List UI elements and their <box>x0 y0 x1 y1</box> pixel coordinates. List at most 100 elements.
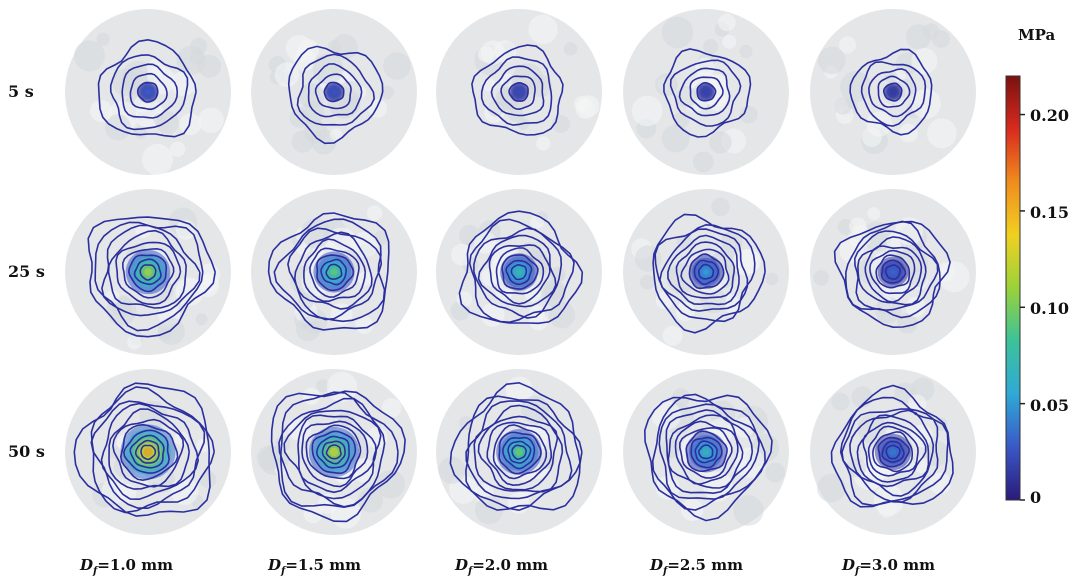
colorbar-ticks <box>1020 115 1025 500</box>
col-label-2: Df=1.5 mm <box>268 556 361 577</box>
contour-panel <box>623 9 789 175</box>
row-label-25s: 25 s <box>8 262 45 281</box>
contour-panel <box>810 369 976 535</box>
contour-panel <box>65 189 231 355</box>
disc-texture <box>190 38 207 55</box>
contour-panel <box>65 9 231 175</box>
disc-texture <box>655 73 678 96</box>
contour-panel <box>810 9 976 175</box>
disc-texture <box>703 39 718 54</box>
disc-texture <box>831 392 849 410</box>
disc-texture <box>97 33 110 46</box>
stress-hotspot <box>332 90 335 93</box>
disc-texture <box>817 474 846 503</box>
panel-grid <box>65 9 976 535</box>
disc-texture <box>536 136 550 150</box>
disc-texture <box>734 417 755 438</box>
disc-texture <box>718 14 735 31</box>
disc-texture <box>368 99 387 118</box>
contour-panel <box>251 369 417 535</box>
disc-texture <box>766 273 779 286</box>
colorbar-tick-005: 0.05 <box>1030 396 1069 415</box>
disc-texture <box>632 96 663 127</box>
disc-texture <box>927 118 957 148</box>
colorbar-tick-015: 0.15 <box>1030 203 1069 222</box>
disc-texture <box>578 95 600 117</box>
disc-texture <box>142 144 173 175</box>
disc-texture <box>662 125 690 153</box>
disc-texture <box>740 45 753 58</box>
disc-texture <box>906 24 931 49</box>
col-label-4: Df=2.5 mm <box>650 556 743 577</box>
disc-texture <box>275 62 300 87</box>
col-label-1: Df=1.0 mm <box>80 556 173 577</box>
disc-texture <box>813 270 829 286</box>
disc-texture <box>528 15 558 45</box>
disc-texture <box>765 463 785 483</box>
contour-panel <box>436 9 602 175</box>
colorbar-tick-020: 0.20 <box>1030 106 1069 125</box>
col-label-5: Df=3.0 mm <box>842 556 935 577</box>
stress-hotspot <box>515 448 523 456</box>
colorbar-unit: MPa <box>1018 26 1055 44</box>
disc-texture <box>693 151 714 172</box>
stress-hotspot <box>704 90 707 93</box>
disc-texture <box>127 335 141 349</box>
colorbar <box>1006 76 1020 500</box>
stress-hotspot <box>516 269 522 275</box>
disc-texture <box>662 17 694 49</box>
disc-texture <box>711 198 730 217</box>
col-label-3: Df=2.0 mm <box>455 556 548 577</box>
disc-texture <box>196 313 208 325</box>
disc-texture <box>158 318 185 345</box>
disc-texture <box>733 495 764 526</box>
disc-texture <box>383 52 411 80</box>
stress-hotspot <box>146 90 150 94</box>
disc-texture <box>867 207 880 220</box>
contour-panel <box>65 369 231 535</box>
contour-panel <box>436 369 602 535</box>
disc-texture <box>652 401 681 430</box>
disc-texture <box>862 127 882 147</box>
stress-hotspot <box>143 447 152 456</box>
disc-texture <box>171 478 199 506</box>
stress-hotspot <box>890 449 896 455</box>
disc-texture <box>328 40 341 53</box>
contour-panel <box>623 189 789 355</box>
disc-texture <box>198 107 224 133</box>
disc-texture <box>170 141 185 156</box>
disc-texture <box>663 326 683 346</box>
disc-texture <box>542 283 566 307</box>
disc-texture <box>313 53 344 84</box>
contour-panel <box>623 369 789 535</box>
disc-texture <box>564 42 577 55</box>
contour-panel <box>436 189 602 355</box>
row-label-5s: 5 s <box>8 82 34 101</box>
disc-texture <box>818 47 846 75</box>
stress-hotspot <box>331 269 338 276</box>
disc-texture <box>481 40 505 64</box>
disc-texture <box>382 398 402 418</box>
disc-texture <box>257 445 282 470</box>
contour-panel <box>810 189 976 355</box>
stress-hotspot <box>890 269 895 274</box>
stress-hotspot <box>703 449 710 456</box>
disc-texture <box>673 112 689 128</box>
stress-hotspot <box>517 90 520 93</box>
disc-texture <box>661 438 681 458</box>
contour-panel <box>251 189 417 355</box>
stress-hotspot <box>703 269 709 275</box>
colorbar-tick-010: 0.10 <box>1030 299 1069 318</box>
disc-texture <box>199 471 216 488</box>
row-label-50s: 50 s <box>8 442 45 461</box>
disc-texture <box>640 275 655 290</box>
disc-texture <box>709 131 731 153</box>
disc-texture <box>834 98 851 115</box>
disc-texture <box>906 297 926 317</box>
disc-texture <box>367 205 382 220</box>
contour-panel <box>251 9 417 175</box>
stress-hotspot <box>330 448 338 456</box>
colorbar-tick-0: 0 <box>1030 488 1041 507</box>
stress-hotspot <box>891 90 894 93</box>
